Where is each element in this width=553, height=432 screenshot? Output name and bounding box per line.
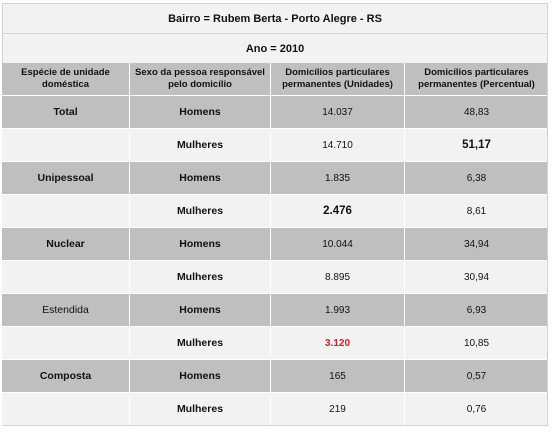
- percentual-cell: 8,61: [405, 194, 549, 227]
- unidades-cell: 165: [271, 359, 405, 392]
- table-row: Mulheres 2.476 8,61: [2, 194, 549, 227]
- unidades-cell: 14.710: [271, 128, 405, 161]
- table-row: Nuclear Homens 10.044 34,94: [2, 227, 549, 260]
- table-row: Unipessoal Homens 1.835 6,38: [2, 161, 549, 194]
- percentual-cell: 10,85: [405, 326, 549, 359]
- unidades-cell: 1.993: [271, 293, 405, 326]
- sexo-cell: Mulheres: [130, 392, 271, 425]
- especie-cell: [2, 260, 130, 293]
- table-subtitle: Ano = 2010: [2, 34, 549, 63]
- header-especie: Espécie de unidade doméstica: [2, 63, 130, 95]
- header-row: Espécie de unidade doméstica Sexo da pes…: [2, 63, 549, 95]
- percentual-cell: 6,93: [405, 293, 549, 326]
- header-unidades: Domicílios particulares permanentes (Uni…: [271, 63, 405, 95]
- percentual-cell: 6,38: [405, 161, 549, 194]
- especie-cell: Composta: [2, 359, 130, 392]
- percentual-cell: 0,57: [405, 359, 549, 392]
- sexo-cell: Mulheres: [130, 326, 271, 359]
- unidades-cell-highlighted: 3.120: [271, 326, 405, 359]
- unidades-cell: 8.895: [271, 260, 405, 293]
- data-table: Bairro = Rubem Berta - Porto Alegre - RS…: [2, 3, 549, 425]
- sexo-cell: Mulheres: [130, 260, 271, 293]
- especie-cell: Unipessoal: [2, 161, 130, 194]
- percentual-cell: 0,76: [405, 392, 549, 425]
- sexo-cell: Homens: [130, 293, 271, 326]
- especie-cell: Total: [2, 95, 130, 128]
- table-row: Estendida Homens 1.993 6,93: [2, 293, 549, 326]
- sexo-cell: Homens: [130, 95, 271, 128]
- table-row: Mulheres 219 0,76: [2, 392, 549, 425]
- especie-cell: [2, 128, 130, 161]
- especie-cell: Estendida: [2, 293, 130, 326]
- sexo-cell: Mulheres: [130, 194, 271, 227]
- especie-cell: [2, 194, 130, 227]
- unidades-cell: 2.476: [271, 194, 405, 227]
- percentual-cell: 48,83: [405, 95, 549, 128]
- especie-cell: Nuclear: [2, 227, 130, 260]
- table-bottom-border: [2, 425, 548, 426]
- header-sexo: Sexo da pessoa responsável pelo domicíli…: [130, 63, 271, 95]
- sexo-cell: Homens: [130, 359, 271, 392]
- percentual-cell: 34,94: [405, 227, 549, 260]
- unidades-cell: 14.037: [271, 95, 405, 128]
- unidades-cell: 219: [271, 392, 405, 425]
- table-title: Bairro = Rubem Berta - Porto Alegre - RS: [2, 3, 549, 34]
- table-row: Mulheres 14.710 51,17: [2, 128, 549, 161]
- sexo-cell: Homens: [130, 161, 271, 194]
- sexo-cell: Mulheres: [130, 128, 271, 161]
- table-row: Mulheres 8.895 30,94: [2, 260, 549, 293]
- especie-cell: [2, 392, 130, 425]
- unidades-cell: 1.835: [271, 161, 405, 194]
- header-percentual: Domicílios particulares permanentes (Per…: [405, 63, 549, 95]
- table-row: Total Homens 14.037 48,83: [2, 95, 549, 128]
- percentual-cell: 51,17: [405, 128, 549, 161]
- percentual-cell: 30,94: [405, 260, 549, 293]
- table-row: Composta Homens 165 0,57: [2, 359, 549, 392]
- table-right-border: [547, 3, 548, 425]
- unidades-cell: 10.044: [271, 227, 405, 260]
- table-row: Mulheres 3.120 10,85: [2, 326, 549, 359]
- especie-cell: [2, 326, 130, 359]
- sexo-cell: Homens: [130, 227, 271, 260]
